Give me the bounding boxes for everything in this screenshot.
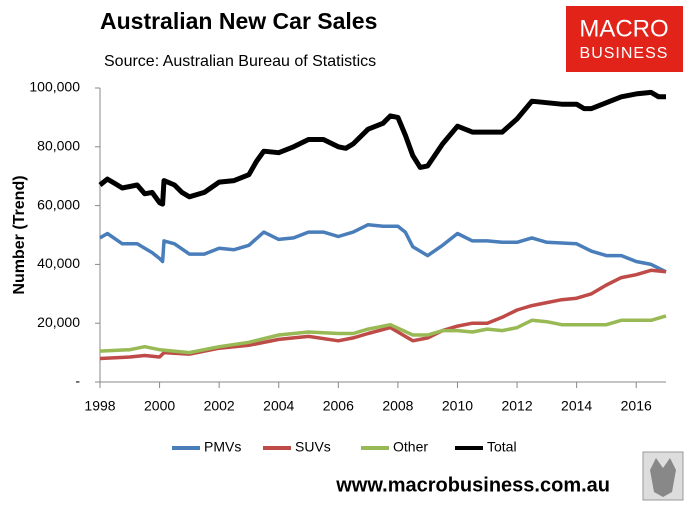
brand-logo <box>566 6 683 72</box>
x-tick-label: 2016 <box>621 398 652 414</box>
y-tick-label: - <box>75 373 80 389</box>
legend-label: Other <box>393 439 428 455</box>
x-tick-label: 2008 <box>382 398 413 414</box>
x-tick-label: 1998 <box>84 398 115 414</box>
legend-label: Total <box>487 439 517 455</box>
legend-label: PMVs <box>204 439 241 455</box>
brand-line: MACRO <box>579 15 668 42</box>
x-tick-label: 2000 <box>144 398 175 414</box>
legend-label: SUVs <box>295 439 331 455</box>
x-tick-label: 2002 <box>204 398 235 414</box>
series-line <box>99 222 667 274</box>
series-line <box>99 268 667 361</box>
y-tick-label: 40,000 <box>37 255 80 271</box>
x-tick-label: 2012 <box>501 398 532 414</box>
y-axis-label: Number (Trend) <box>11 175 28 294</box>
chart-title: Australian New Car Sales <box>100 8 377 34</box>
x-tick-label: 2014 <box>561 398 592 414</box>
brand-line: BUSINESS <box>580 45 669 62</box>
series-line <box>98 89 666 207</box>
y-tick-label: 20,000 <box>37 314 80 330</box>
wolf-icon-shape <box>650 458 676 497</box>
x-tick-label: 2010 <box>442 398 473 414</box>
footer-url: www.macrobusiness.com.au <box>335 474 610 496</box>
series-line <box>99 314 667 355</box>
x-tick-label: 2006 <box>323 398 354 414</box>
y-tick-label: 100,000 <box>29 79 80 95</box>
chart-subtitle: Source: Australian Bureau of Statistics <box>104 53 376 70</box>
y-tick-label: 60,000 <box>37 196 80 212</box>
x-tick-label: 2004 <box>263 398 294 414</box>
y-tick-label: 80,000 <box>37 138 80 154</box>
